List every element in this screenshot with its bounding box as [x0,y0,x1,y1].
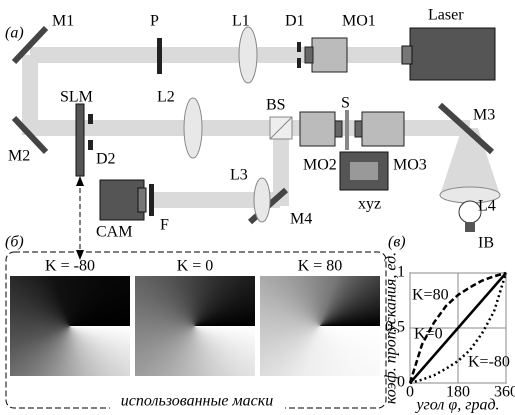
component-label: BS [266,97,286,114]
component-label: Laser [428,7,464,24]
panel-label: (а) [5,25,24,42]
component-label: D2 [96,151,116,168]
component-label: L3 [230,167,248,184]
component-label: S [341,95,350,112]
mask-image [260,276,380,376]
mask-image [10,276,130,376]
figure: (а) (б) использованные маски (в) M1 P L1 D1… [0,0,515,415]
component-label: P [150,13,159,30]
mask-image [135,276,255,376]
curve-label: K=-80 [468,354,510,371]
mask-title: K = -80 [45,258,95,275]
curve-label: K=0 [414,326,443,343]
curve-label: K=80 [412,287,449,304]
panel-label: (б) [5,234,24,251]
component-label: M4 [290,211,312,228]
mask-title: K = 0 [177,258,214,275]
component-label: L4 [478,198,496,215]
x-axis-label: угол φ, град. [414,397,499,414]
component-label: IB [478,235,494,252]
component-label: MO3 [393,157,427,174]
component-label: xyz [358,196,381,213]
component-label: M1 [52,13,74,30]
component-label: M2 [8,148,30,165]
mask-title: K = 80 [298,258,343,275]
x-tick-label: 0 [406,384,414,401]
panel-label: (в) [388,234,406,251]
y-axis-label: коэф. пропускания, ед. [383,252,400,404]
caption: использованные маски [121,393,273,410]
component-label: M3 [473,107,495,124]
component-label: L1 [232,13,250,30]
component-label: MO1 [342,13,376,30]
component-label: MO2 [303,157,337,174]
component-label: CAM [96,224,132,241]
component-label: SLM [60,89,93,106]
component-label: F [160,217,169,234]
component-label: L2 [157,89,175,106]
component-label: D1 [285,13,305,30]
